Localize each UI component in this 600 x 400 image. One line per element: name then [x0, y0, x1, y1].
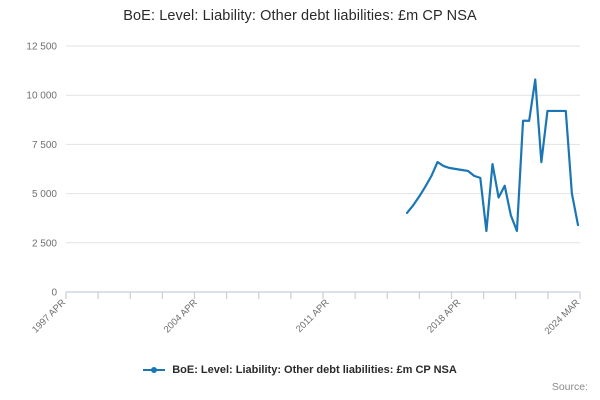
series-line	[405, 78, 580, 233]
x-axis-tick-label: 1997 APR	[30, 297, 68, 335]
y-axis-tick-label: 12 500	[26, 42, 57, 53]
gridlines-group	[66, 45, 580, 293]
x-axis-tick-label: 2024 MAR	[543, 297, 583, 337]
source-label: Source:	[551, 381, 588, 393]
x-axis-group	[65, 291, 581, 299]
y-axis-tick-label: 5 000	[32, 189, 57, 200]
data-series-group	[405, 78, 580, 233]
legend-item-label: BoE: Level: Liability: Other debt liabil…	[172, 364, 457, 376]
y-axis-tick-label: 2 500	[32, 238, 57, 249]
chart-legend: BoE: Level: Liability: Other debt liabil…	[0, 364, 600, 376]
y-axis-tick-label: 10 000	[26, 91, 57, 102]
y-axis-tick-label: 0	[51, 288, 57, 299]
y-axis-tick-label: 7 500	[32, 140, 57, 151]
chart-title: BoE: Level: Liability: Other debt liabil…	[123, 8, 477, 24]
x-axis-tick-label: 2004 APR	[162, 297, 200, 335]
y-axis-labels-group: 0 2 500 5 000 7 500 10 000 12 500	[26, 42, 57, 299]
x-axis-tick-label: 2011 APR	[294, 297, 332, 335]
x-axis-tick-label: 2018 APR	[425, 297, 463, 335]
legend-line-marker-icon	[143, 364, 166, 376]
x-axis-labels-group: 1997 APR 2004 APR 2011 APR 2018 APR 2024 MAR	[30, 297, 582, 337]
